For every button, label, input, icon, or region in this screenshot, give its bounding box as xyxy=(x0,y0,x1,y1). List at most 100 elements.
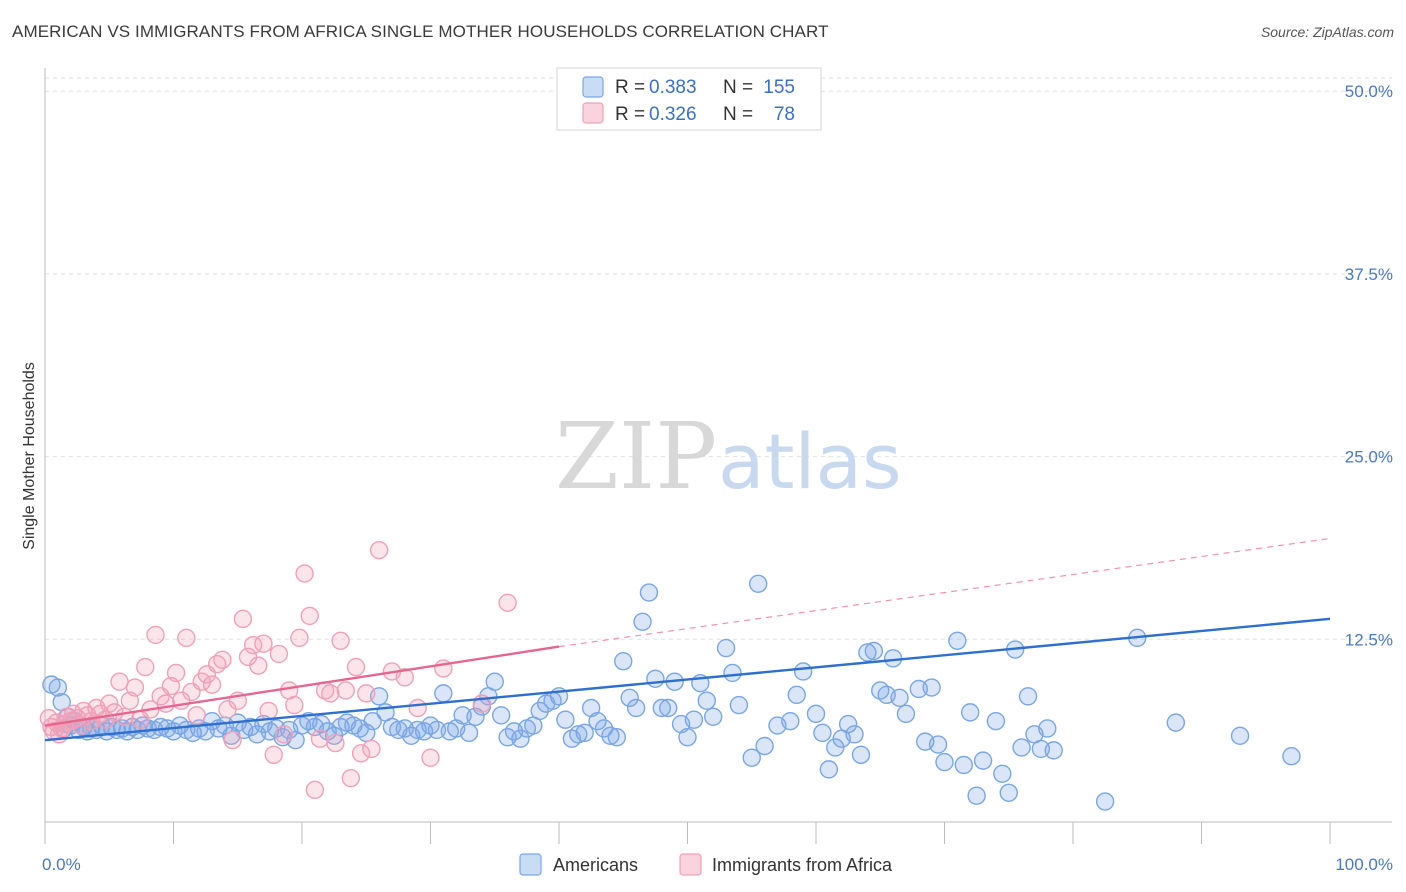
point-0-106 xyxy=(684,710,704,729)
point-1-31 xyxy=(166,663,186,683)
point-0-150 xyxy=(1018,687,1038,706)
point-1-48 xyxy=(254,634,273,653)
point-0-129 xyxy=(864,641,884,661)
legend-swatch-americans xyxy=(582,76,604,98)
point-0-48 xyxy=(312,714,331,734)
point-0-99 xyxy=(639,583,659,602)
point-0-56 xyxy=(363,711,382,731)
point-0-147 xyxy=(999,783,1018,802)
point-0-115 xyxy=(755,736,774,756)
legend-swatch-africa xyxy=(582,102,604,124)
point-0-88 xyxy=(569,725,588,744)
point-1-35 xyxy=(187,706,206,725)
point-0-82 xyxy=(530,701,549,721)
point-0-134 xyxy=(896,704,916,724)
point-0-96 xyxy=(620,688,639,707)
point-0-145 xyxy=(986,711,1006,731)
point-1-70 xyxy=(369,540,389,560)
trend-dashed-1 xyxy=(558,537,1331,648)
point-0-101 xyxy=(652,698,671,718)
point-1-18 xyxy=(100,694,119,713)
bottom-legend-swatch-africa xyxy=(679,853,702,876)
point-1-33 xyxy=(177,628,196,648)
point-0-133 xyxy=(890,688,909,707)
y-tick-label-0: 12.5% xyxy=(1345,630,1393,649)
point-1-66 xyxy=(346,657,366,677)
chart-title: AMERICAN VS IMMIGRANTS FROM AFRICA SINGL… xyxy=(12,22,829,41)
point-1-54 xyxy=(285,695,304,715)
point-0-75 xyxy=(485,672,504,691)
point-1-74 xyxy=(421,748,440,767)
watermark: ZIP atlas xyxy=(555,403,902,510)
point-1-77 xyxy=(498,593,517,612)
point-0-126 xyxy=(845,725,864,744)
point-0-144 xyxy=(973,751,993,770)
point-1-50 xyxy=(264,745,283,764)
point-1-52 xyxy=(274,725,294,744)
point-1-69 xyxy=(362,739,381,759)
point-0-109 xyxy=(704,707,723,726)
point-1-65 xyxy=(341,768,361,788)
point-1-56 xyxy=(295,564,314,583)
point-0-155 xyxy=(1095,792,1115,811)
point-0-117 xyxy=(781,711,800,731)
bottom-legend: Americans Immigrants from Africa xyxy=(519,853,893,876)
point-1-29 xyxy=(156,694,175,713)
point-1-47 xyxy=(249,656,268,675)
point-1-21 xyxy=(115,707,134,726)
point-1-68 xyxy=(357,684,376,703)
x-tick-label-0: 0.0% xyxy=(42,855,81,874)
point-1-55 xyxy=(290,628,309,648)
source-label: Source: ZipAtlas.com xyxy=(1260,24,1394,40)
point-0-102 xyxy=(659,698,678,718)
point-0-122 xyxy=(819,760,839,779)
point-0-158 xyxy=(1230,726,1250,745)
point-0-127 xyxy=(851,745,871,764)
point-0-149 xyxy=(1012,738,1031,757)
point-0-142 xyxy=(961,703,980,722)
point-0-98 xyxy=(633,612,652,631)
point-0-79 xyxy=(511,729,530,748)
point-0-108 xyxy=(697,691,716,710)
point-0-93 xyxy=(601,726,620,745)
point-1-73 xyxy=(408,698,427,718)
point-0-153 xyxy=(1038,719,1057,738)
point-1-40 xyxy=(213,650,232,669)
x-tick-label-1: 100.0% xyxy=(1335,855,1393,874)
y-tick-label-2: 37.5% xyxy=(1345,265,1393,284)
bottom-legend-label-americans: Americans xyxy=(553,855,638,875)
axes xyxy=(44,68,1392,844)
point-0-111 xyxy=(723,663,742,683)
point-0-112 xyxy=(729,695,749,715)
point-0-89 xyxy=(575,723,594,743)
point-0-132 xyxy=(883,649,903,668)
point-1-42 xyxy=(223,730,242,750)
point-0-114 xyxy=(748,574,768,593)
point-0-97 xyxy=(626,698,646,718)
point-0-1 xyxy=(48,678,68,697)
point-0-141 xyxy=(954,755,973,775)
point-1-63 xyxy=(331,631,350,650)
point-1-23 xyxy=(125,678,145,697)
point-0-143 xyxy=(967,786,986,805)
bottom-legend-swatch-americans xyxy=(519,853,542,876)
point-0-91 xyxy=(588,711,607,731)
trend-line-0 xyxy=(44,617,1331,742)
legend-r-value-1: 0.326 xyxy=(649,104,697,125)
legend-r-value-0: 0.383 xyxy=(649,77,697,98)
point-0-146 xyxy=(993,764,1012,783)
bottom-legend-label-africa: Immigrants from Africa xyxy=(712,855,893,875)
point-0-76 xyxy=(491,706,511,725)
point-0-100 xyxy=(646,669,665,688)
legend-n-label-1: N = xyxy=(723,104,753,125)
y-tick-label-3: 50.0% xyxy=(1345,82,1393,101)
point-1-44 xyxy=(233,609,253,629)
point-0-119 xyxy=(793,662,813,681)
watermark-zip: ZIP xyxy=(555,403,717,510)
top-legend: R = 0.383 N = 155 R = 0.326 N = 78 xyxy=(556,67,822,131)
point-1-51 xyxy=(269,644,289,664)
point-0-118 xyxy=(787,685,806,705)
point-1-67 xyxy=(351,744,371,763)
point-0-138 xyxy=(928,735,948,754)
